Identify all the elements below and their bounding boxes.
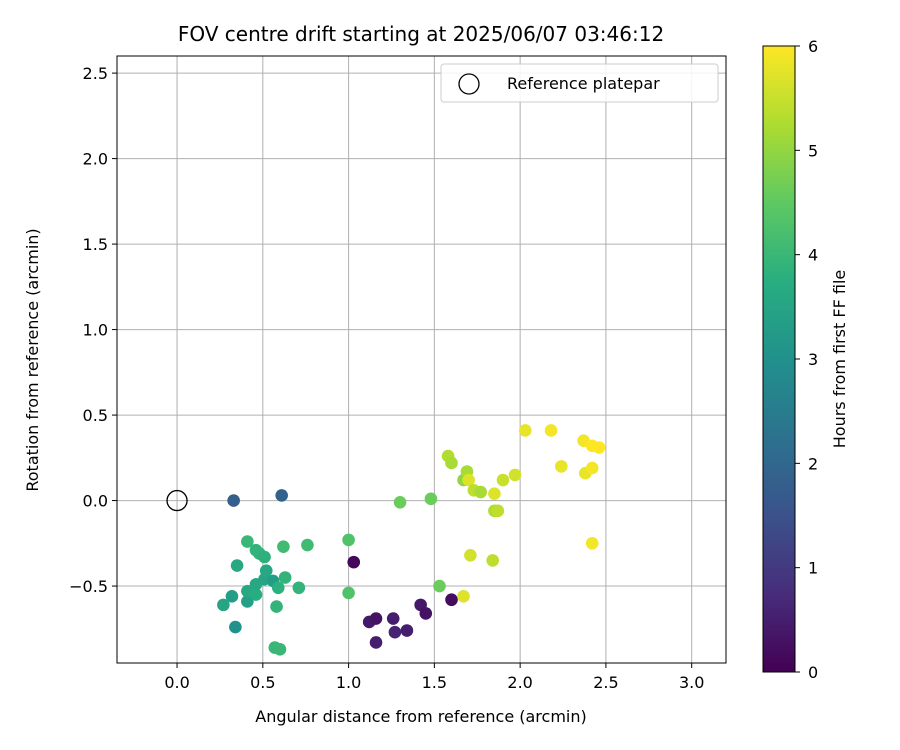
- scatter-point: [445, 456, 458, 470]
- scatter-point: [555, 460, 568, 473]
- chart-title: FOV centre drift starting at 2025/06/07 …: [178, 22, 664, 46]
- scatter-point: [241, 595, 254, 608]
- y-tick-label: 1.0: [83, 321, 108, 340]
- scatter-point: [518, 424, 532, 437]
- scatter-point: [486, 554, 499, 567]
- scatter-point: [508, 468, 522, 482]
- scatter-point: [433, 579, 446, 593]
- y-tick-label: 0.0: [83, 492, 108, 511]
- x-tick-label: 0.0: [164, 673, 189, 692]
- y-tick-label: 1.5: [83, 235, 108, 254]
- x-tick-label: 1.0: [336, 673, 361, 692]
- colorbar-tick-label: 1: [808, 559, 818, 578]
- scatter-point: [258, 550, 271, 564]
- colorbar-ticks: 0 1 2 3 4 5 6: [795, 37, 818, 682]
- legend-box: [440, 63, 719, 103]
- y-axis-label: Rotation from reference (arcmin): [23, 228, 42, 491]
- colorbar-label: Hours from first FF file: [830, 270, 849, 449]
- scatter-point: [230, 559, 244, 572]
- x-tick-label: 3.0: [679, 673, 704, 692]
- scatter-point: [347, 555, 361, 569]
- scatter-point: [464, 548, 477, 562]
- scatter-point: [229, 620, 242, 634]
- x-tick-label: 2.0: [507, 673, 532, 692]
- colorbar-tick-label: 5: [808, 141, 818, 160]
- reference-marker-group: [166, 489, 188, 512]
- scatter-point: [275, 489, 288, 502]
- scatter-point: [369, 636, 383, 649]
- scatter-point: [393, 495, 407, 509]
- scatter-point: [217, 598, 230, 612]
- scatter-point: [445, 593, 458, 607]
- colorbar-tick-label: 2: [808, 454, 818, 473]
- colorbar-tick-label: 6: [808, 37, 818, 56]
- scatter-point: [388, 625, 402, 639]
- scatter-point: [592, 441, 606, 454]
- scatter-point: [369, 612, 383, 625]
- scatter-point: [278, 571, 292, 584]
- colorbar-tick-label: 0: [808, 663, 818, 682]
- scatter-point: [386, 612, 400, 625]
- scatter-point: [462, 473, 475, 487]
- scatter-points: [217, 424, 606, 656]
- scatter-point: [342, 586, 355, 600]
- scatter-point: [249, 588, 263, 601]
- scatter-point: [424, 492, 438, 506]
- scatter-point: [419, 607, 433, 620]
- scatter-point: [270, 600, 283, 613]
- scatter-point: [301, 538, 314, 552]
- legend-marker-circle-icon: [458, 73, 480, 95]
- scatter-point: [400, 624, 414, 637]
- scatter-point: [292, 581, 306, 595]
- colorbar: 0 1 2 3 4 5 6 Hours from first FF file: [762, 37, 849, 682]
- grid: [117, 56, 726, 663]
- scatter-point: [496, 473, 510, 487]
- x-tick-label: 1.5: [422, 673, 447, 692]
- y-axis-ticks: −0.5 0.0 0.5 1.0 1.5 2.0 2.5: [69, 64, 117, 596]
- reference-marker-circle-icon: [166, 489, 188, 512]
- scatter-point: [277, 540, 290, 554]
- scatter-point: [585, 537, 599, 550]
- legend: Reference platepar: [440, 63, 719, 103]
- x-tick-label: 0.5: [250, 673, 275, 692]
- legend-entry-reference: Reference platepar: [507, 74, 660, 93]
- scatter-point: [585, 461, 599, 475]
- colorbar-tick-label: 4: [808, 246, 818, 265]
- scatter-point: [241, 535, 254, 548]
- scatter-point: [259, 564, 273, 577]
- scatter-point: [225, 590, 239, 603]
- scatter-point: [491, 504, 505, 518]
- scatter-point: [342, 533, 355, 547]
- plot-frame: [116, 55, 727, 664]
- scatter-point: [488, 487, 501, 501]
- y-tick-label: 2.0: [83, 150, 108, 169]
- scatter-point: [271, 581, 285, 595]
- scatter-point: [544, 424, 558, 437]
- x-axis-ticks: 0.0 0.5 1.0 1.5 2.0 2.5 3.0: [164, 663, 704, 692]
- scatter-point: [474, 485, 487, 499]
- y-tick-label: −0.5: [69, 577, 108, 596]
- y-tick-label: 2.5: [83, 64, 108, 83]
- scatter-point: [227, 494, 240, 507]
- scatter-point: [457, 590, 470, 603]
- x-axis-label: Angular distance from reference (arcmin): [255, 707, 586, 726]
- y-tick-label: 0.5: [83, 406, 108, 425]
- colorbar-gradient: [762, 45, 796, 673]
- scatter-point: [273, 643, 287, 656]
- x-tick-label: 2.5: [593, 673, 618, 692]
- colorbar-tick-label: 3: [808, 350, 818, 369]
